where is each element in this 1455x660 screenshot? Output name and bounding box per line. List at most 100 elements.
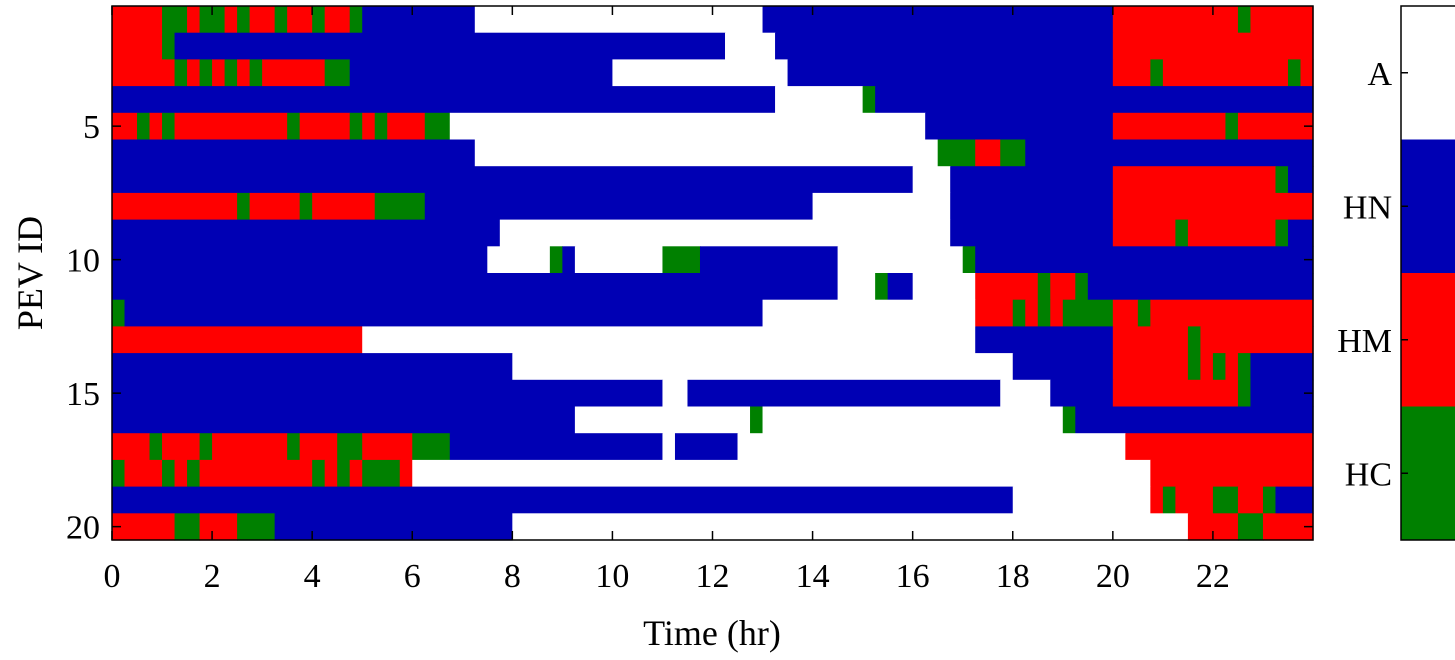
cell-pev13-hn — [975, 326, 1114, 354]
cell-pev14-hm — [1112, 353, 1189, 381]
x-tick-label: 14 — [796, 558, 830, 595]
cell-pev12-hm — [1150, 299, 1314, 327]
cell-pev17-hm — [362, 433, 413, 461]
colorbar-frame — [1400, 5, 1455, 541]
x-tick-label: 8 — [504, 558, 521, 595]
cell-pev4-hc — [862, 86, 876, 114]
cell-pev9-hn — [1287, 219, 1314, 247]
cell-pev9-hc — [1275, 219, 1289, 247]
cell-pev8-hc — [374, 192, 426, 221]
cell-pev9-a — [499, 219, 951, 247]
cell-pev2-hm — [1112, 32, 1314, 60]
cell-pev17-hc — [337, 433, 363, 461]
cell-pev2-a — [725, 32, 776, 60]
cell-pev11-hn — [112, 273, 839, 301]
cell-pev9-hc — [1175, 219, 1189, 247]
cell-pev17-hc — [412, 433, 451, 461]
cell-pev11-hc — [1037, 273, 1051, 301]
cell-pev7-hn — [112, 166, 914, 194]
cell-pev7-hn — [950, 166, 1114, 194]
cell-pev14-hc — [1237, 353, 1252, 381]
cell-pev3-hm — [1162, 59, 1289, 87]
cell-pev5-hm — [362, 112, 376, 141]
cell-pev1-hc — [312, 6, 326, 34]
cell-pev17-hm — [212, 433, 288, 461]
x-tick-label: 22 — [1196, 558, 1230, 595]
cell-pev14-hn — [112, 353, 513, 381]
cell-pev5-hc — [162, 112, 176, 141]
cell-pev20-hn — [274, 513, 513, 541]
cell-pev5-hm — [387, 112, 426, 141]
cell-pev11-a — [912, 273, 976, 301]
cell-pev17-hn — [449, 433, 664, 461]
x-tick-label: 12 — [696, 558, 730, 595]
cell-pev2-hn — [775, 32, 1114, 60]
cell-pev18-hm — [349, 459, 363, 488]
cell-pev14-hc — [1212, 353, 1227, 381]
colorbar-swatch-hn — [1401, 139, 1455, 274]
cell-pev1-hm — [287, 6, 313, 34]
cell-pev17-a — [662, 433, 676, 461]
cell-pev10-hn — [975, 246, 1314, 274]
cell-pev20-hc — [237, 513, 276, 541]
cell-pev17-hc — [287, 433, 301, 461]
cell-pev20-hm — [199, 513, 238, 541]
cell-pev10-a — [574, 246, 664, 274]
cell-pev14-hm — [1225, 353, 1239, 381]
cell-pev3-hc — [199, 59, 213, 87]
cell-pev12-hm — [975, 299, 1014, 327]
heatmap-cells — [112, 6, 1314, 541]
cell-pev18-hc — [112, 459, 126, 488]
cell-pev12-hc — [1062, 299, 1114, 327]
cell-pev17-hm — [162, 433, 201, 461]
cell-pev6-hc — [937, 139, 976, 167]
cell-pev18-hm — [199, 459, 313, 488]
cell-pev1-a — [474, 6, 764, 34]
cell-pev8-hm — [1112, 192, 1314, 221]
cell-pev5-hm — [1237, 112, 1314, 141]
cell-pev6-a — [474, 139, 939, 167]
cell-pev3-hc — [1150, 59, 1164, 87]
cell-pev13-a — [362, 326, 976, 354]
cell-pev3-hm — [1112, 59, 1151, 87]
x-tick-label: 0 — [104, 558, 121, 595]
cell-pev15-hc — [1237, 379, 1252, 408]
cell-pev5-hm — [149, 112, 163, 141]
cell-pev13-hm — [112, 326, 363, 354]
colorbar: A HN HM HC — [1337, 5, 1455, 541]
y-tick-label: 10 — [66, 243, 100, 280]
cell-pev5-hc — [374, 112, 388, 141]
cell-pev4-hn — [112, 86, 776, 114]
cell-pev18-hc — [337, 459, 351, 488]
cell-pev18-hm — [124, 459, 163, 488]
cell-pev10-a — [837, 246, 964, 274]
cell-pev9-hm — [1187, 219, 1277, 247]
x-axis-label: Time (hr) — [643, 613, 781, 653]
cell-pev5-hc — [287, 112, 301, 141]
cell-pev18-hm — [174, 459, 188, 488]
cell-pev16-a — [574, 406, 751, 434]
cell-pev1-hc — [274, 6, 288, 34]
y-tick-label: 15 — [66, 376, 100, 413]
cell-pev3-a — [612, 59, 789, 87]
cell-pev1-hm — [249, 6, 276, 34]
colorbar-label: HC — [1345, 456, 1392, 493]
cell-pev3-hm — [1300, 59, 1314, 87]
cell-pev14-hm — [1200, 353, 1214, 381]
cell-pev11-hc — [1075, 273, 1089, 301]
cell-pev3-hm — [187, 59, 201, 87]
cell-pev19-hc — [1162, 486, 1176, 514]
cell-pev6-hn — [112, 139, 476, 167]
x-tick-label: 4 — [304, 558, 321, 595]
cell-pev3-hm — [212, 59, 226, 87]
cell-pev8-hc — [237, 192, 251, 221]
cell-pev14-hn — [1012, 353, 1114, 381]
cell-pev15-hn — [687, 379, 1001, 408]
cell-pev7-hn — [1287, 166, 1314, 194]
cell-pev12-hm — [1112, 299, 1139, 327]
cell-pev5-hc — [349, 112, 363, 141]
cell-pev1-hm — [224, 6, 238, 34]
cell-pev17-a — [737, 433, 1126, 461]
cell-pev19-hm — [1237, 486, 1264, 514]
cell-pev15-a — [662, 379, 689, 408]
